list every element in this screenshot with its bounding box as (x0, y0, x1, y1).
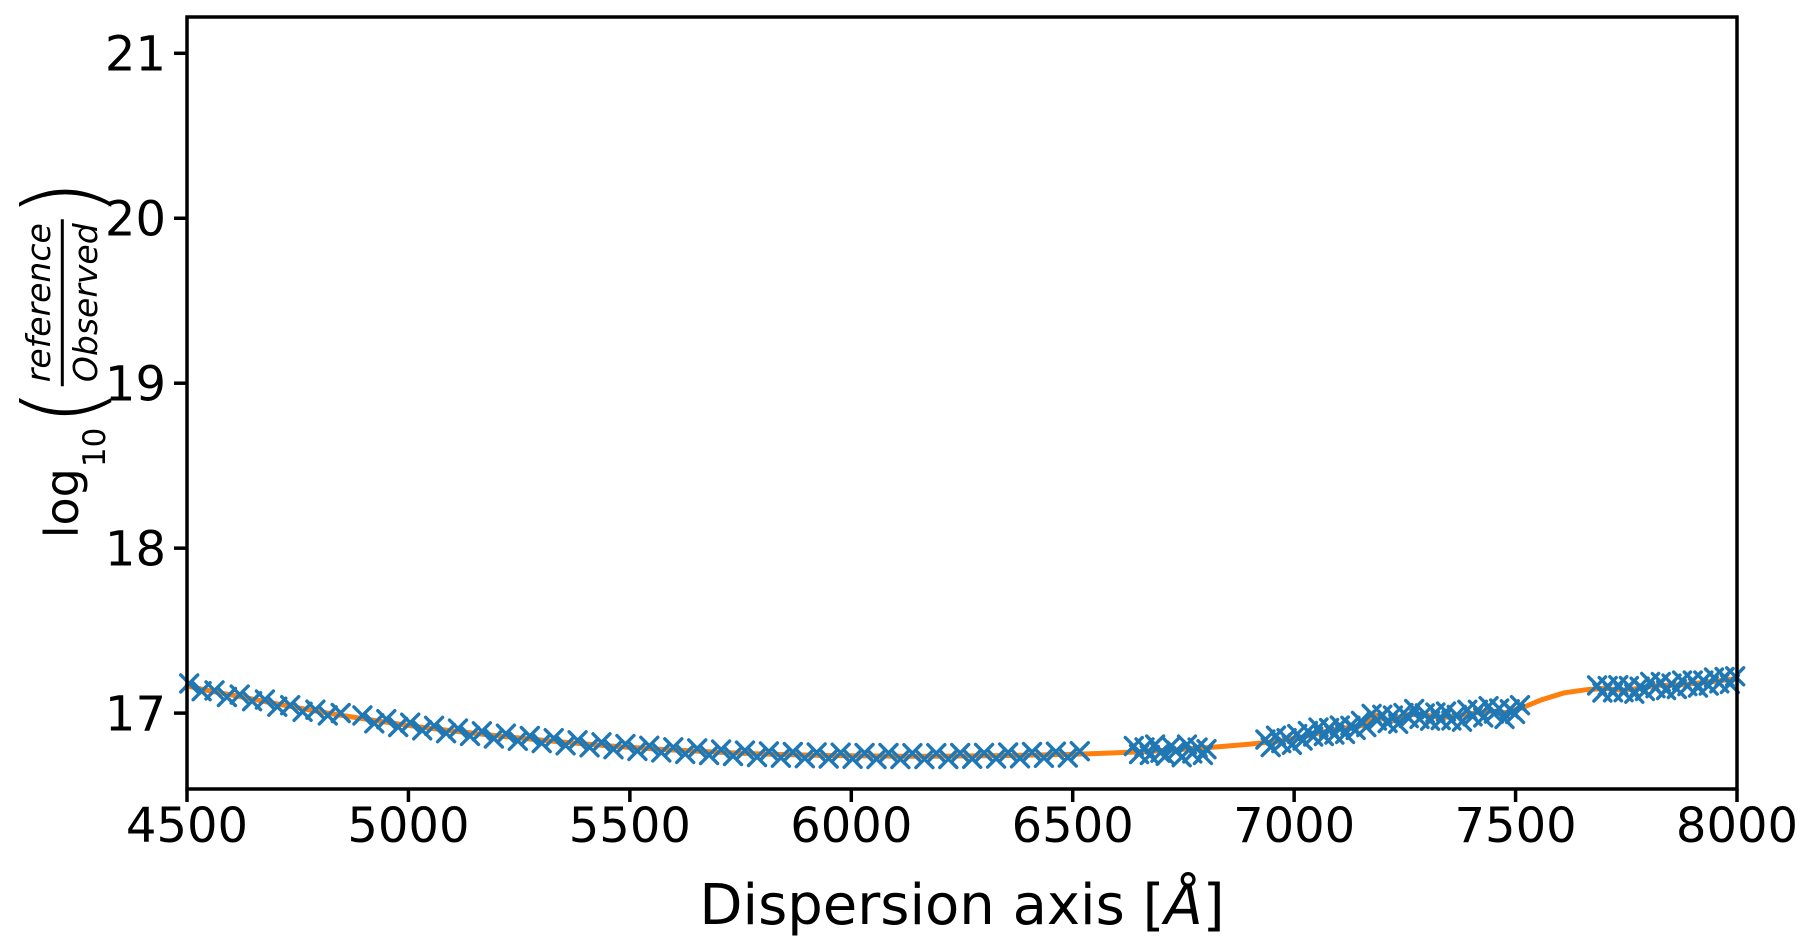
x-axis-label: Dispersion axis [Å] (699, 872, 1224, 938)
y-axis-label-denominator: Observed (65, 223, 105, 383)
x-tick-label: 7000 (1233, 798, 1355, 854)
x-tick-label: 5000 (347, 798, 469, 854)
x-tick-label: 5500 (569, 798, 691, 854)
y-axis-label-fraction: reference Observed (19, 219, 105, 387)
scatter-markers (179, 666, 1746, 770)
y-tick-label: 18 (105, 521, 166, 577)
y-tick-label: 19 (105, 356, 166, 412)
y-tick-label: 20 (105, 192, 166, 248)
y-axis-label-open-paren: ( (1, 388, 123, 426)
x-tick-label: 7500 (1454, 798, 1576, 854)
y-axis-label-subscript: 10 (77, 427, 114, 468)
x-tick-label: 4500 (126, 798, 248, 854)
y-axis-label-log: log (34, 468, 89, 539)
y-axis-label-numerator: reference (19, 219, 64, 387)
x-tick-label: 6000 (790, 798, 912, 854)
x-tick-label: 6500 (1012, 798, 1134, 854)
plot-border (185, 15, 1739, 791)
y-tick-label: 21 (105, 27, 166, 83)
y-tick-label: 17 (105, 686, 166, 742)
y-axis-label: log 10(reference Observed) (1, 178, 122, 539)
y-axis-label-close-paren: ) (1, 179, 123, 218)
x-tick-label: 8000 (1676, 798, 1798, 854)
